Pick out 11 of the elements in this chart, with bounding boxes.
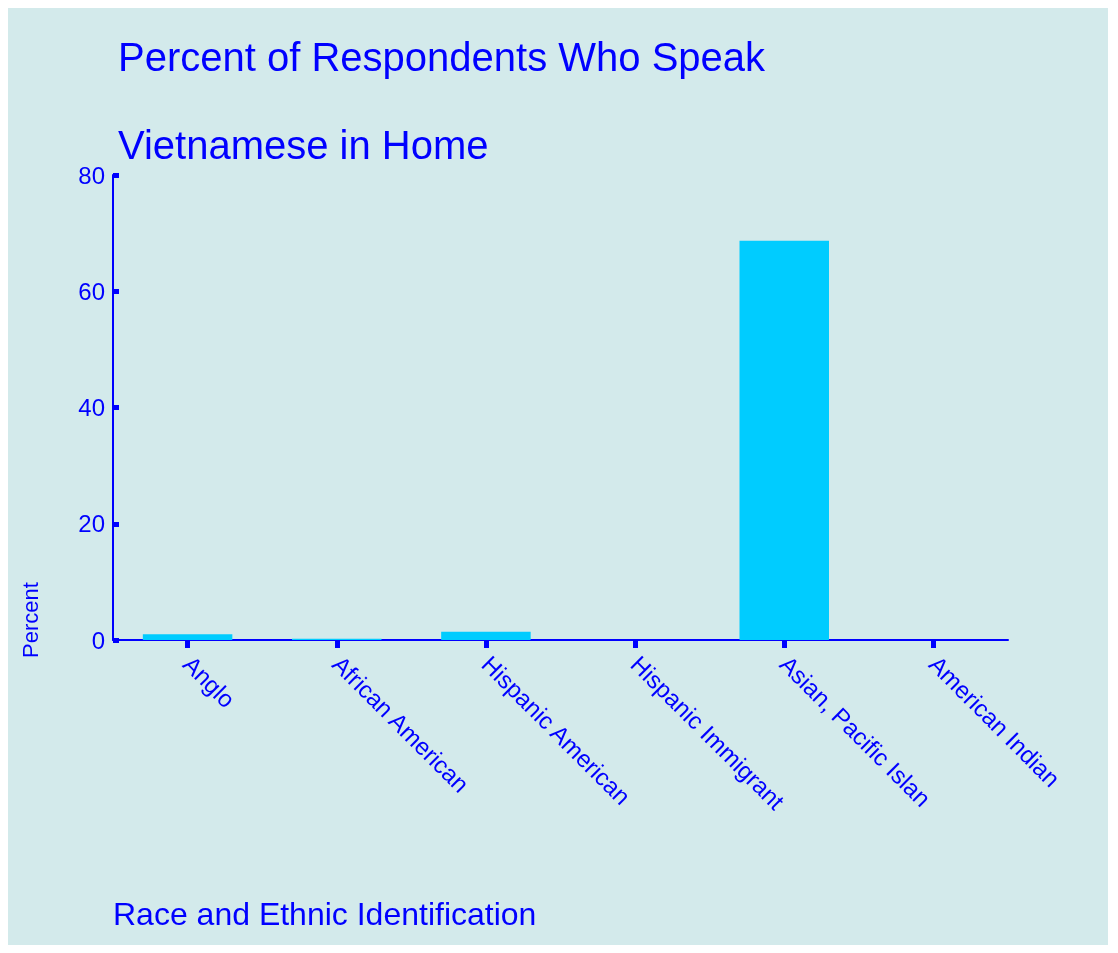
bar — [142, 634, 233, 640]
bar — [441, 631, 531, 640]
y-axis-title: Percent — [17, 582, 43, 658]
y-tick-label: 0 — [91, 626, 105, 654]
chart-title: Percent of Respondents Who Speak Vietnamese in Home — [118, 35, 767, 167]
y-tick-label: 40 — [78, 394, 105, 421]
y-tick-label: 20 — [78, 510, 105, 538]
y-tick-label: 80 — [78, 161, 105, 189]
bar — [739, 240, 829, 640]
y-tick-label: 60 — [78, 277, 105, 305]
x-axis-title: Race and Ethnic Identification — [113, 896, 537, 932]
